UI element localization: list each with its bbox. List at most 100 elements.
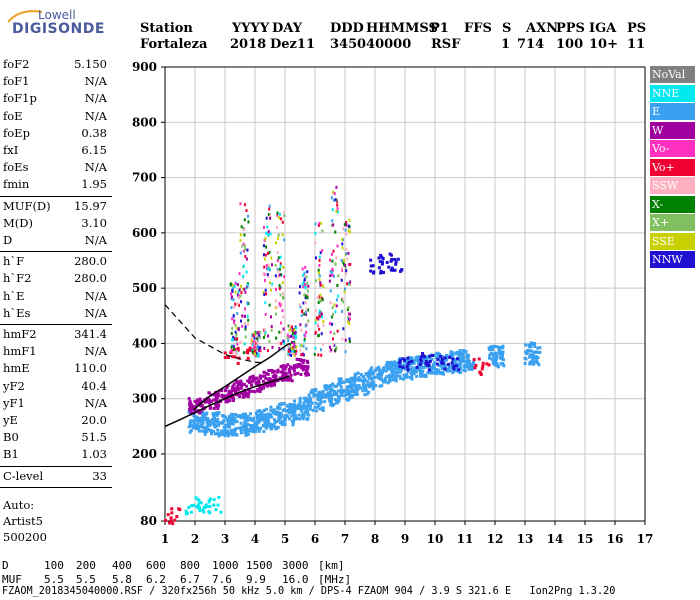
echo-point bbox=[251, 374, 255, 378]
echo-point bbox=[347, 318, 350, 322]
echo-point bbox=[305, 359, 309, 363]
echo-point bbox=[436, 370, 440, 374]
echo-point bbox=[249, 348, 253, 352]
echo-point bbox=[347, 251, 350, 255]
echo-point bbox=[237, 294, 240, 298]
echo-point bbox=[306, 412, 310, 416]
echo-point bbox=[307, 284, 310, 288]
echo-point bbox=[353, 384, 357, 388]
echo-point bbox=[198, 397, 202, 401]
echo-point bbox=[398, 269, 402, 273]
echo-point bbox=[287, 410, 291, 414]
echo-point bbox=[304, 296, 307, 300]
echo-point bbox=[288, 417, 292, 421]
echo-point bbox=[359, 386, 363, 390]
header-label: Station bbox=[140, 21, 193, 36]
echo-point bbox=[250, 339, 253, 343]
echo-point bbox=[365, 392, 369, 396]
echo-point bbox=[215, 420, 219, 424]
echo-point bbox=[295, 349, 298, 353]
echo-point bbox=[258, 374, 262, 378]
echo-point bbox=[223, 430, 227, 434]
echo-point bbox=[276, 425, 280, 429]
echo-point bbox=[280, 422, 284, 426]
echo-point bbox=[214, 403, 218, 407]
echo-point bbox=[207, 510, 211, 514]
echo-point bbox=[398, 361, 402, 365]
echo-point bbox=[362, 386, 366, 390]
echo-point bbox=[210, 430, 214, 434]
echo-point bbox=[304, 310, 307, 314]
echo-point bbox=[328, 391, 332, 395]
echo-point bbox=[433, 361, 437, 365]
echo-point bbox=[533, 345, 537, 349]
footer-muf-cell: MUF bbox=[2, 573, 22, 586]
echo-point bbox=[314, 241, 317, 245]
echo-point bbox=[269, 268, 272, 272]
echo-point bbox=[244, 325, 247, 329]
echo-point bbox=[463, 365, 467, 369]
echo-point bbox=[321, 406, 325, 410]
echo-point bbox=[324, 394, 328, 398]
echo-point bbox=[412, 361, 416, 365]
echo-point bbox=[206, 427, 210, 431]
echo-point bbox=[198, 509, 202, 513]
echo-point bbox=[300, 344, 303, 348]
echo-point bbox=[187, 410, 191, 414]
echo-point bbox=[313, 352, 316, 356]
echo-point bbox=[245, 350, 249, 354]
echo-point bbox=[473, 366, 477, 370]
echo-point bbox=[330, 315, 333, 319]
echo-point bbox=[216, 401, 220, 405]
echo-point bbox=[254, 430, 258, 434]
echo-point bbox=[331, 224, 334, 228]
echo-point bbox=[367, 376, 371, 380]
echo-point bbox=[468, 361, 472, 365]
echo-point bbox=[289, 373, 293, 377]
echo-point bbox=[239, 251, 242, 255]
echo-point bbox=[225, 424, 229, 428]
echo-point bbox=[346, 392, 350, 396]
echo-point bbox=[342, 380, 346, 384]
echo-point bbox=[329, 274, 332, 278]
echo-point bbox=[279, 370, 283, 374]
echo-point bbox=[252, 376, 256, 380]
echo-point bbox=[277, 216, 280, 220]
footer-muf-cell: 5.5 bbox=[76, 573, 96, 586]
echo-point bbox=[337, 395, 341, 399]
echo-point bbox=[298, 404, 302, 408]
echo-point bbox=[241, 395, 245, 399]
echo-point bbox=[348, 282, 351, 286]
echo-point bbox=[189, 510, 193, 514]
echo-point bbox=[285, 404, 289, 408]
param-label: yE bbox=[3, 413, 18, 427]
echo-point bbox=[318, 327, 321, 331]
echo-point bbox=[237, 341, 240, 345]
echo-point bbox=[300, 309, 303, 313]
echo-point bbox=[391, 372, 395, 376]
echo-point bbox=[248, 418, 252, 422]
echo-point bbox=[305, 312, 308, 316]
param-value: 1.03 bbox=[81, 447, 107, 462]
echo-point bbox=[337, 274, 340, 278]
echo-point bbox=[532, 354, 536, 358]
echo-point bbox=[300, 328, 303, 332]
echo-point bbox=[389, 259, 393, 263]
echo-point bbox=[283, 422, 287, 426]
echo-point bbox=[226, 384, 230, 388]
param-row: hmF1 N/A bbox=[3, 344, 109, 360]
echo-point bbox=[250, 383, 254, 387]
echo-point bbox=[267, 267, 270, 271]
echo-point bbox=[439, 357, 443, 361]
echo-point bbox=[242, 249, 245, 253]
echo-point bbox=[538, 350, 542, 354]
echo-point bbox=[305, 294, 308, 298]
legend-item: W bbox=[650, 121, 695, 139]
echo-point bbox=[241, 244, 244, 248]
echo-point bbox=[243, 420, 247, 424]
echo-point bbox=[203, 505, 207, 509]
echo-point bbox=[263, 346, 266, 350]
echo-point bbox=[463, 363, 467, 367]
echo-point bbox=[214, 508, 218, 512]
echo-point bbox=[335, 256, 338, 260]
